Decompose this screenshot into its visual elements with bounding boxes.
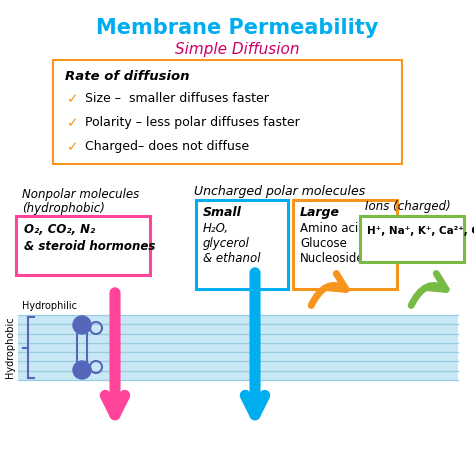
Text: O₂, CO₂, N₂: O₂, CO₂, N₂ (24, 223, 95, 236)
FancyBboxPatch shape (53, 60, 402, 164)
Text: H₂O,
glycerol
& ethanol: H₂O, glycerol & ethanol (203, 222, 261, 265)
Text: Small: Small (203, 206, 242, 219)
Text: Hydrophilic: Hydrophilic (22, 301, 77, 311)
Text: Size –  smaller diffuses faster: Size – smaller diffuses faster (85, 92, 269, 105)
FancyBboxPatch shape (196, 200, 288, 289)
Bar (18, 315, 458, 380)
Text: H⁺, Na⁺, K⁺, Ca²⁺, Cl⁻: H⁺, Na⁺, K⁺, Ca²⁺, Cl⁻ (367, 226, 474, 236)
Text: Membrane Permeability: Membrane Permeability (96, 18, 378, 38)
FancyBboxPatch shape (16, 216, 150, 275)
Text: ✓: ✓ (67, 116, 79, 130)
Text: Rate of diffusion: Rate of diffusion (65, 70, 190, 83)
Text: Polarity – less polar diffuses faster: Polarity – less polar diffuses faster (85, 116, 300, 129)
Circle shape (73, 361, 91, 379)
Text: Simple Diffusion: Simple Diffusion (175, 42, 299, 57)
Text: Ions (charged): Ions (charged) (365, 200, 451, 213)
FancyBboxPatch shape (293, 200, 397, 289)
Text: Hydrophobic: Hydrophobic (5, 317, 15, 378)
Text: & steroid hormones: & steroid hormones (24, 240, 155, 253)
Text: Nonpolar molecules: Nonpolar molecules (22, 188, 139, 201)
Text: Amino acids
Glucose
Nucleosides: Amino acids Glucose Nucleosides (300, 222, 372, 265)
Text: Large: Large (300, 206, 340, 219)
Circle shape (73, 316, 91, 334)
Text: Uncharged polar molecules: Uncharged polar molecules (194, 185, 365, 198)
Text: Charged– does not diffuse: Charged– does not diffuse (85, 140, 249, 153)
Text: (hydrophobic): (hydrophobic) (22, 202, 105, 215)
Text: ✓: ✓ (67, 92, 79, 106)
Text: ✓: ✓ (67, 140, 79, 154)
FancyBboxPatch shape (360, 216, 464, 262)
